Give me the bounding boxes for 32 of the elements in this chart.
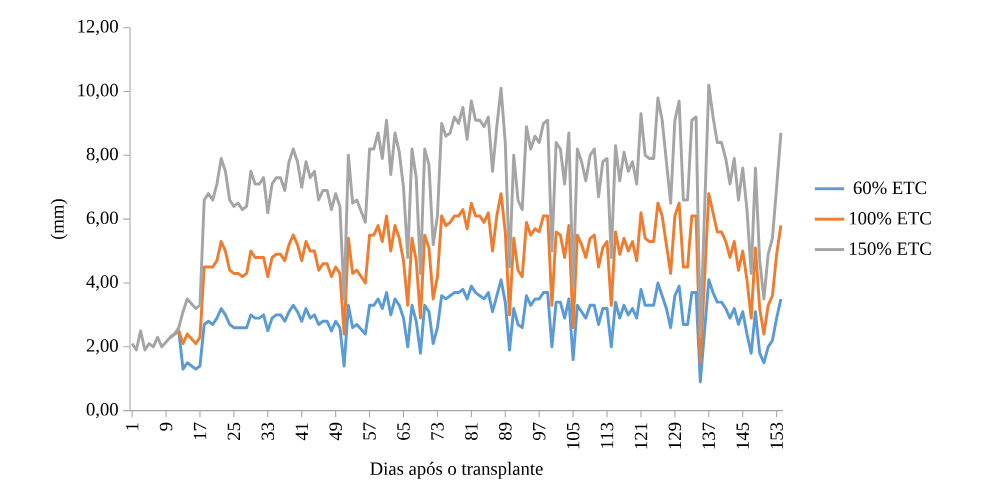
x-tick-label: 145	[736, 422, 749, 449]
x-tick-label: 1	[125, 423, 139, 430]
x-tick-label: 113	[600, 422, 614, 448]
y-tick-label: 6,00	[86, 211, 118, 227]
legend-label: 150% ETC	[849, 242, 931, 256]
x-tick-label: 9	[159, 422, 173, 431]
y-tick-label: 8,00	[86, 147, 118, 163]
x-tick-label: 73	[431, 422, 444, 440]
y-tick-label: 2,00	[86, 339, 118, 355]
x-axis-title: Dias após o transplante	[370, 461, 543, 479]
legend-label: 100% ETC	[849, 211, 931, 225]
y-tick-label: 12,00	[78, 20, 118, 36]
x-tick-label: 25	[227, 422, 241, 440]
x-tick-label: 49	[329, 422, 342, 441]
x-tick-label: 89	[498, 422, 512, 440]
x-tick-label: 121	[634, 423, 648, 449]
y-tick-label: 10,00	[78, 83, 118, 100]
x-tick-label: 137	[702, 422, 716, 449]
y-tick-label: 4,00	[86, 275, 118, 291]
x-tick-label: 41	[295, 423, 308, 441]
x-tick-label: 153	[770, 422, 783, 449]
x-tick-label: 17	[193, 422, 207, 440]
y-axis-title: (mm)	[50, 199, 68, 240]
x-tick-label: 105	[566, 422, 580, 449]
x-tick-label: 129	[668, 422, 682, 449]
x-tick-label: 97	[532, 422, 546, 441]
x-tick-label: 65	[397, 422, 410, 440]
x-tick-label: 81	[465, 423, 478, 440]
y-tick-label: 0,00	[86, 403, 118, 419]
x-tick-label: 33	[261, 422, 275, 440]
legend-label: 60% ETC	[853, 181, 927, 195]
x-tick-label: 57	[363, 422, 376, 440]
